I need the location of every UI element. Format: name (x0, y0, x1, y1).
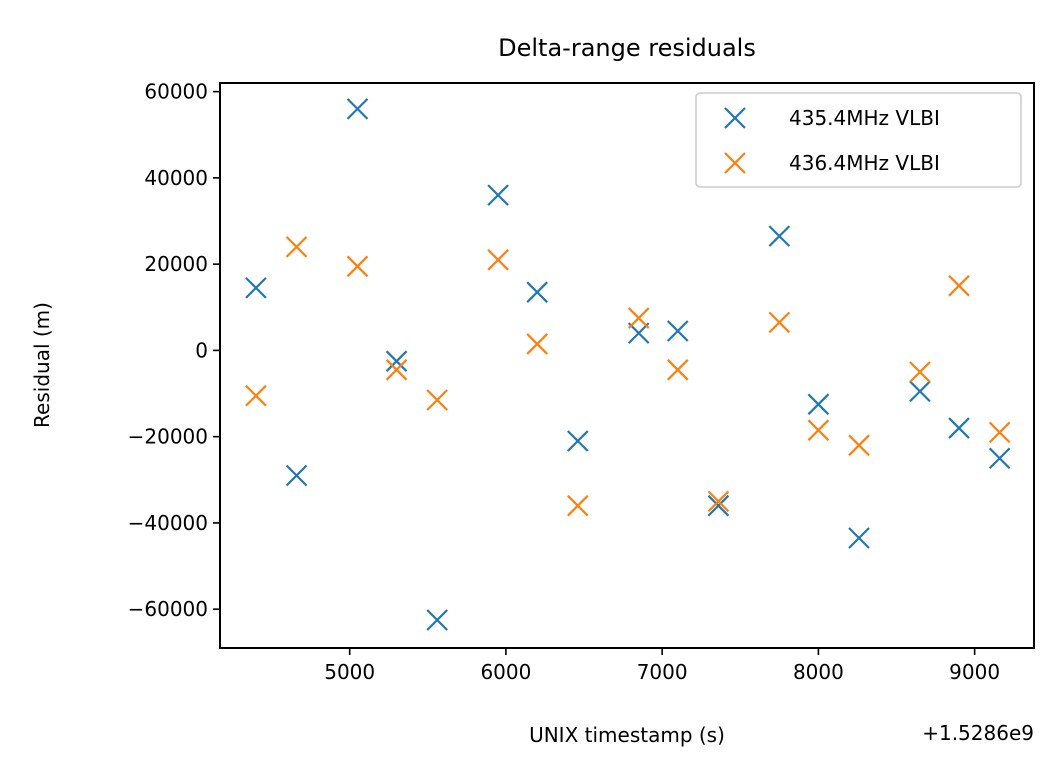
x-axis: 5000 6000 7000 8000 9000 (324, 648, 1000, 684)
series-2-point (426, 389, 448, 411)
data-points (245, 98, 1011, 631)
y-tick-label: −40000 (128, 511, 208, 535)
y-tick-label: −60000 (128, 597, 208, 621)
series-1-point (768, 225, 791, 247)
series-2-point (807, 419, 830, 441)
x-tick-label: 6000 (480, 660, 531, 684)
series-2-point (627, 307, 650, 329)
series-2-point (948, 274, 970, 297)
series-1-point (627, 322, 650, 344)
series-1-point (285, 464, 308, 487)
series-1-point (909, 380, 931, 403)
series-2-point (909, 361, 931, 383)
legend-label-1: 435.4MHz VLBI (789, 106, 940, 130)
y-tick-label: 60000 (144, 80, 208, 104)
chart-title: Delta-range residuals (498, 34, 756, 62)
series-1-point (848, 527, 870, 549)
series-1-point (526, 281, 548, 303)
x-tick-label: 5000 (324, 660, 375, 684)
series-1-point (426, 609, 448, 631)
y-tick-label: −20000 (128, 425, 208, 449)
series-1-point (948, 417, 970, 439)
x-tick-label: 9000 (949, 660, 1000, 684)
series-2-point (848, 434, 870, 457)
series-1-point (385, 350, 408, 372)
legend-box (695, 92, 1022, 188)
series-1-point (346, 98, 369, 120)
y-axis-label: Residual (m) (30, 302, 54, 428)
y-tick-label: 0 (195, 338, 208, 362)
x-axis-offset-label: +1.5286e9 (922, 721, 1034, 745)
x-tick-label: 7000 (637, 660, 688, 684)
series-2-point (487, 249, 509, 271)
series-2-point (346, 255, 369, 278)
y-axis: 60000 40000 20000 0 −20000 −40000 −60000 (128, 80, 220, 621)
series-1-point (245, 277, 267, 299)
series-2-point (707, 490, 730, 513)
y-tick-label: 40000 (144, 166, 208, 190)
series-2-point (567, 494, 589, 517)
series-2-point (526, 333, 548, 355)
legend-marker-2 (724, 152, 746, 174)
series-1-point (567, 430, 589, 452)
series-1-point (707, 494, 730, 517)
series-1-point (666, 320, 689, 342)
series-1-point (988, 447, 1011, 470)
series-2-point (768, 311, 791, 334)
series-2-point (988, 421, 1011, 444)
x-axis-label: UNIX timestamp (s) (529, 723, 725, 747)
series-1-point (487, 184, 509, 206)
series-2-point (285, 236, 308, 258)
series-2-point (385, 359, 408, 381)
series-2-point (245, 384, 267, 407)
legend: 435.4MHz VLBI 436.4MHz VLBI (695, 92, 1022, 188)
series-2-point (666, 359, 689, 381)
legend-label-2: 436.4MHz VLBI (789, 151, 940, 175)
series-1-point (807, 393, 830, 416)
y-tick-label: 20000 (144, 252, 208, 276)
plot-area-frame (219, 82, 1035, 649)
x-tick-label: 8000 (793, 660, 844, 684)
legend-marker-1 (724, 107, 746, 129)
